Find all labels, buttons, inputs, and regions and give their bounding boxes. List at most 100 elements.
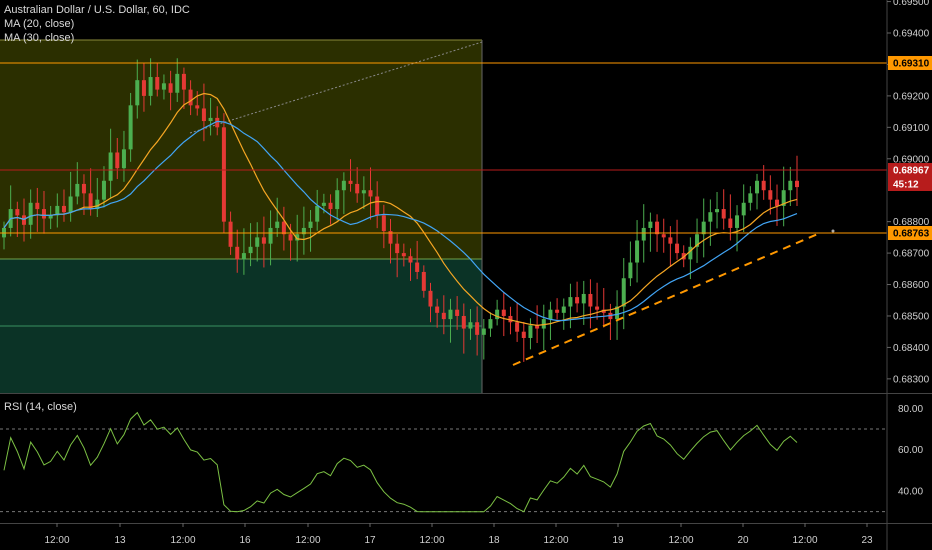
candle-body[interactable]: [421, 271, 426, 291]
candle-body[interactable]: [201, 108, 206, 122]
candle-body[interactable]: [435, 306, 440, 313]
candle-body[interactable]: [521, 331, 526, 338]
candle-body[interactable]: [255, 237, 260, 247]
candle-body[interactable]: [748, 193, 753, 203]
candle-body[interactable]: [741, 202, 746, 216]
candle-body[interactable]: [315, 205, 320, 222]
support-trendline[interactable]: [512, 232, 821, 366]
candle-body[interactable]: [215, 117, 220, 128]
candle-body[interactable]: [75, 183, 80, 197]
candle-body[interactable]: [648, 221, 653, 228]
candle-body[interactable]: [321, 202, 326, 206]
candle-body[interactable]: [668, 237, 673, 244]
ma20-legend[interactable]: MA (20, close): [4, 18, 75, 30]
candle-body[interactable]: [701, 221, 706, 235]
candle-body[interactable]: [281, 221, 286, 235]
symbol-title[interactable]: Australian Dollar / U.S. Dollar, 60, IDC: [4, 4, 190, 16]
candle-body[interactable]: [661, 234, 666, 238]
candle-body[interactable]: [495, 309, 500, 320]
candle-body[interactable]: [395, 243, 400, 254]
candle-body[interactable]: [561, 306, 566, 313]
candle-body[interactable]: [555, 309, 560, 313]
candle-body[interactable]: [241, 253, 246, 260]
candle-body[interactable]: [168, 83, 173, 93]
candle-body[interactable]: [188, 89, 193, 106]
ma30-legend[interactable]: MA (30, close): [4, 32, 75, 44]
candle-body[interactable]: [268, 227, 273, 244]
candle-body[interactable]: [161, 83, 166, 90]
candle-body[interactable]: [548, 309, 553, 320]
candle-body[interactable]: [381, 215, 386, 232]
candle-body[interactable]: [295, 234, 300, 241]
candle-body[interactable]: [41, 209, 46, 219]
candle-body[interactable]: [568, 297, 573, 307]
candle-body[interactable]: [88, 193, 93, 210]
candle-body[interactable]: [788, 180, 793, 191]
candle-body[interactable]: [235, 246, 240, 260]
candle-body[interactable]: [541, 319, 546, 329]
candle-body[interactable]: [301, 227, 306, 235]
candle-body[interactable]: [775, 199, 780, 206]
candle-body[interactable]: [448, 309, 453, 320]
candle-body[interactable]: [261, 237, 266, 244]
candle-body[interactable]: [768, 190, 773, 200]
candle-body[interactable]: [408, 256, 413, 263]
candle-body[interactable]: [655, 221, 660, 235]
candle-body[interactable]: [15, 209, 20, 216]
candle-body[interactable]: [195, 105, 200, 109]
ma30-line[interactable]: [3, 120, 798, 322]
candle-body[interactable]: [401, 253, 406, 257]
candle-body[interactable]: [428, 290, 433, 307]
candle-body[interactable]: [328, 202, 333, 210]
candle-body[interactable]: [48, 215, 53, 219]
candle-body[interactable]: [355, 183, 360, 194]
candle-body[interactable]: [415, 262, 420, 272]
rsi-legend[interactable]: RSI (14, close): [4, 401, 77, 413]
candle-body[interactable]: [795, 180, 799, 188]
candle-body[interactable]: [515, 322, 520, 332]
candle-body[interactable]: [455, 309, 460, 316]
candle-body[interactable]: [575, 297, 580, 304]
candle-body[interactable]: [335, 190, 340, 210]
candle-body[interactable]: [761, 180, 766, 191]
trendline-handle[interactable]: [831, 229, 835, 233]
candle-body[interactable]: [248, 246, 253, 254]
candle-body[interactable]: [108, 152, 113, 181]
candle-body[interactable]: [368, 190, 373, 197]
candle-body[interactable]: [141, 80, 146, 96]
candle-body[interactable]: [528, 325, 533, 338]
candle-body[interactable]: [675, 243, 680, 254]
candle-body[interactable]: [308, 221, 313, 228]
candle-body[interactable]: [735, 215, 740, 228]
candle-body[interactable]: [121, 149, 126, 169]
candle-body[interactable]: [21, 215, 26, 225]
candle-body[interactable]: [461, 315, 466, 329]
candle-body[interactable]: [288, 234, 293, 241]
candle-body[interactable]: [81, 183, 86, 194]
candle-body[interactable]: [615, 306, 620, 320]
candle-body[interactable]: [688, 246, 693, 260]
candle-body[interactable]: [35, 202, 40, 210]
candle-body[interactable]: [728, 218, 733, 228]
candle-body[interactable]: [641, 227, 646, 241]
candle-body[interactable]: [115, 152, 120, 169]
candle-body[interactable]: [375, 196, 380, 216]
candle-body[interactable]: [95, 199, 100, 210]
candle-body[interactable]: [28, 202, 33, 225]
candle-body[interactable]: [68, 196, 73, 213]
ma20-line[interactable]: [3, 92, 798, 327]
candle-body[interactable]: [621, 278, 626, 307]
candle-body[interactable]: [441, 312, 446, 320]
candle-body[interactable]: [61, 205, 66, 213]
candle-body[interactable]: [388, 231, 393, 244]
candle-body[interactable]: [148, 77, 153, 96]
candle-body[interactable]: [361, 190, 366, 194]
candle-body[interactable]: [475, 322, 480, 335]
candle-body[interactable]: [55, 205, 60, 216]
candle-body[interactable]: [221, 127, 226, 222]
candle-body[interactable]: [208, 117, 213, 122]
candle-body[interactable]: [175, 73, 180, 93]
candle-body[interactable]: [708, 212, 713, 222]
candle-body[interactable]: [135, 80, 140, 106]
